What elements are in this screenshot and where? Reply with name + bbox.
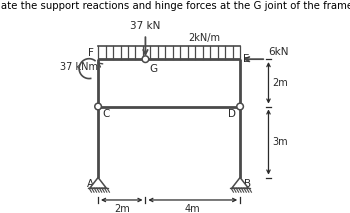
Text: 37 kN: 37 kN (130, 21, 161, 31)
Polygon shape (90, 177, 106, 188)
Text: 37 kNm: 37 kNm (60, 62, 98, 72)
Text: 2m: 2m (114, 204, 130, 213)
Text: E: E (243, 54, 250, 64)
Circle shape (237, 103, 243, 110)
Text: 6kN: 6kN (268, 47, 289, 57)
Text: 3m: 3m (273, 137, 288, 147)
Text: 2m: 2m (273, 78, 288, 88)
Polygon shape (232, 177, 248, 188)
Text: F: F (88, 48, 94, 58)
Text: 2)  Calculate the support reactions and hinge forces at the G joint of the frame: 2) Calculate the support reactions and h… (0, 1, 350, 11)
Circle shape (95, 103, 102, 110)
Text: B: B (244, 179, 251, 189)
Text: A: A (87, 179, 94, 189)
Text: G: G (150, 64, 158, 74)
Text: D: D (228, 109, 236, 119)
Text: C: C (102, 109, 110, 119)
Text: 4m: 4m (185, 204, 201, 213)
Circle shape (142, 56, 149, 62)
Text: 2kN/m: 2kN/m (189, 33, 220, 43)
